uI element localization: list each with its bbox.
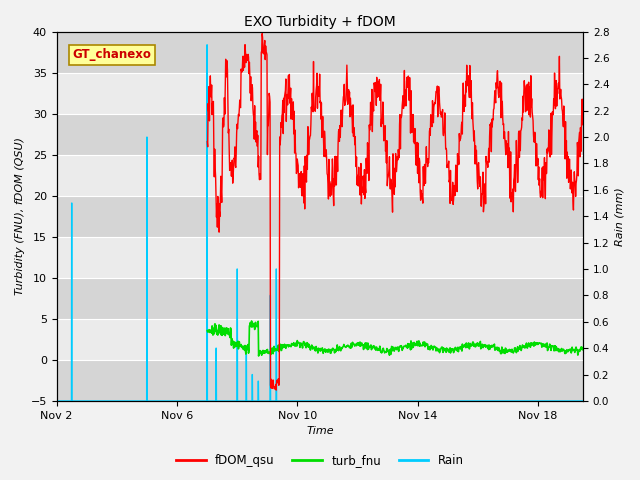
Bar xyxy=(57,114,583,155)
X-axis label: Time: Time xyxy=(306,426,333,436)
Y-axis label: Rain (mm): Rain (mm) xyxy=(615,187,625,246)
Bar xyxy=(57,360,583,401)
Title: EXO Turbidity + fDOM: EXO Turbidity + fDOM xyxy=(244,15,396,29)
Bar xyxy=(57,196,583,237)
Bar xyxy=(57,32,583,72)
Legend: fDOM_qsu, turb_fnu, Rain: fDOM_qsu, turb_fnu, Rain xyxy=(172,449,468,472)
Text: GT_chanexo: GT_chanexo xyxy=(72,48,151,61)
Bar xyxy=(57,278,583,319)
Y-axis label: Turbidity (FNU), fDOM (QSU): Turbidity (FNU), fDOM (QSU) xyxy=(15,137,25,295)
